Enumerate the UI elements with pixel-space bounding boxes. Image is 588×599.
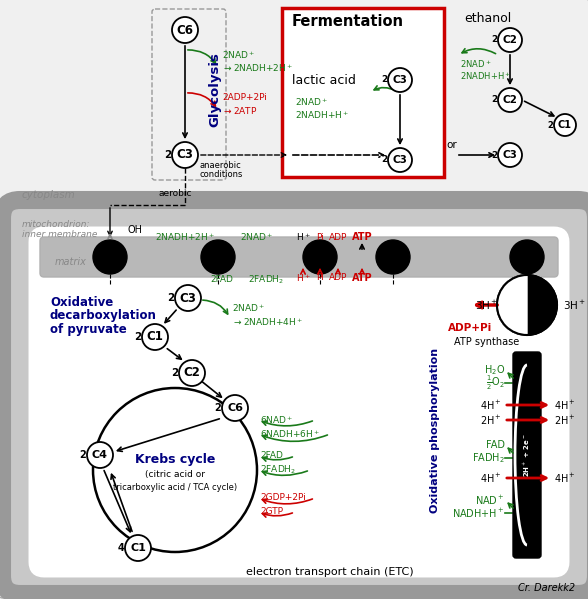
Text: 2ADP+2Pi: 2ADP+2Pi bbox=[222, 93, 267, 102]
FancyBboxPatch shape bbox=[513, 352, 541, 558]
Text: lactic acid: lactic acid bbox=[292, 74, 356, 86]
Text: $\rightarrow$2ATP: $\rightarrow$2ATP bbox=[222, 105, 258, 116]
Circle shape bbox=[93, 240, 127, 274]
Text: ADP: ADP bbox=[329, 274, 347, 283]
Text: 2: 2 bbox=[491, 95, 497, 104]
Text: 2H$^+$: 2H$^+$ bbox=[480, 413, 502, 426]
Text: 2H$^+$ + 2e$^-$: 2H$^+$ + 2e$^-$ bbox=[522, 433, 532, 477]
Text: C6: C6 bbox=[176, 23, 193, 37]
Text: mitochondrion:
inner membrane: mitochondrion: inner membrane bbox=[22, 220, 98, 240]
Text: 2FADH$_2$: 2FADH$_2$ bbox=[248, 274, 284, 286]
Text: 4H$^+$: 4H$^+$ bbox=[480, 398, 502, 412]
Circle shape bbox=[497, 275, 557, 335]
Circle shape bbox=[142, 324, 168, 350]
Circle shape bbox=[498, 88, 522, 112]
Text: 2: 2 bbox=[381, 156, 387, 165]
Text: 2: 2 bbox=[491, 150, 497, 159]
Text: ATP: ATP bbox=[352, 232, 372, 242]
FancyBboxPatch shape bbox=[32, 230, 566, 574]
Text: C3: C3 bbox=[393, 75, 407, 85]
Circle shape bbox=[172, 142, 198, 168]
Text: 2: 2 bbox=[547, 120, 553, 129]
Text: 4H$^+$: 4H$^+$ bbox=[480, 471, 502, 485]
Text: Pi: Pi bbox=[316, 274, 324, 283]
Text: Oxidative phosphorylation: Oxidative phosphorylation bbox=[430, 347, 440, 513]
Text: C3: C3 bbox=[503, 150, 517, 160]
Text: C3: C3 bbox=[393, 155, 407, 165]
Text: C2: C2 bbox=[503, 35, 517, 45]
Text: 4H$^+$: 4H$^+$ bbox=[554, 471, 576, 485]
Text: NADH+H$^+$: NADH+H$^+$ bbox=[452, 506, 505, 519]
Text: anaerobic: anaerobic bbox=[200, 161, 242, 170]
Text: 4H$^+$: 4H$^+$ bbox=[554, 398, 576, 412]
Text: 2NAD$^+$: 2NAD$^+$ bbox=[232, 302, 265, 314]
Text: conditions: conditions bbox=[200, 170, 243, 179]
Circle shape bbox=[510, 240, 544, 274]
Text: or: or bbox=[447, 140, 457, 150]
Text: ADP+Pi: ADP+Pi bbox=[448, 323, 492, 333]
Text: of pyruvate: of pyruvate bbox=[50, 323, 127, 337]
Text: H$^+$: H$^+$ bbox=[296, 272, 310, 284]
Text: H$^+$: H$^+$ bbox=[296, 231, 310, 243]
Text: FADH$_2$: FADH$_2$ bbox=[472, 451, 505, 465]
Text: ATP synthase: ATP synthase bbox=[454, 337, 519, 347]
Text: 2FADH$_2$: 2FADH$_2$ bbox=[260, 464, 296, 476]
Text: C1: C1 bbox=[558, 120, 572, 130]
Text: C2: C2 bbox=[183, 367, 201, 380]
Text: 2FAD: 2FAD bbox=[210, 276, 233, 285]
Text: 2NADH+H$^+$: 2NADH+H$^+$ bbox=[295, 109, 349, 121]
Text: C4: C4 bbox=[92, 450, 108, 460]
Text: FAD: FAD bbox=[486, 440, 505, 450]
Text: 2: 2 bbox=[491, 35, 497, 44]
Circle shape bbox=[498, 28, 522, 52]
Text: Krebs cycle: Krebs cycle bbox=[135, 453, 215, 467]
Text: Oxidative: Oxidative bbox=[50, 295, 113, 308]
Text: C6: C6 bbox=[227, 403, 243, 413]
Circle shape bbox=[498, 143, 522, 167]
Text: $\rightarrow$2NADH+4H$^+$: $\rightarrow$2NADH+4H$^+$ bbox=[232, 316, 303, 328]
Circle shape bbox=[388, 68, 412, 92]
Text: (citric acid or: (citric acid or bbox=[145, 470, 205, 480]
Text: 2: 2 bbox=[171, 368, 178, 378]
Text: OH: OH bbox=[128, 225, 142, 235]
Text: 6NADH+6H$^+$: 6NADH+6H$^+$ bbox=[260, 428, 320, 440]
Text: $\rightarrow$2NADH+2H$^+$: $\rightarrow$2NADH+2H$^+$ bbox=[222, 62, 293, 74]
Text: cytoplasm: cytoplasm bbox=[22, 190, 76, 200]
Circle shape bbox=[303, 240, 337, 274]
FancyBboxPatch shape bbox=[40, 237, 558, 277]
Circle shape bbox=[179, 360, 205, 386]
Text: 3H$^+$: 3H$^+$ bbox=[563, 298, 586, 311]
Text: 2H$^+$: 2H$^+$ bbox=[554, 413, 576, 426]
Text: Fermentation: Fermentation bbox=[292, 14, 404, 29]
Circle shape bbox=[87, 442, 113, 468]
Text: 2: 2 bbox=[381, 75, 387, 84]
Text: 2NAD$^+$: 2NAD$^+$ bbox=[460, 58, 492, 69]
Text: Cr. Darekk2: Cr. Darekk2 bbox=[518, 583, 575, 593]
Text: Pi: Pi bbox=[316, 232, 324, 241]
Text: 2: 2 bbox=[214, 403, 221, 413]
Text: 2FAD: 2FAD bbox=[260, 452, 283, 461]
Text: electron transport chain (ETC): electron transport chain (ETC) bbox=[246, 567, 414, 577]
Text: ATP: ATP bbox=[352, 273, 372, 283]
Text: C3: C3 bbox=[176, 149, 193, 162]
Text: 6NAD$^+$: 6NAD$^+$ bbox=[260, 414, 293, 426]
Text: C2: C2 bbox=[503, 95, 517, 105]
Text: 3H$^+$: 3H$^+$ bbox=[475, 298, 498, 311]
Text: 2: 2 bbox=[167, 293, 174, 303]
Text: 4: 4 bbox=[117, 543, 124, 553]
Circle shape bbox=[172, 17, 198, 43]
Text: NAD$^+$: NAD$^+$ bbox=[475, 494, 505, 507]
Text: $\frac{1}{2}$O$_2$: $\frac{1}{2}$O$_2$ bbox=[486, 374, 505, 392]
Text: matrix: matrix bbox=[55, 257, 87, 267]
Circle shape bbox=[125, 535, 151, 561]
Text: H$_2$O: H$_2$O bbox=[484, 363, 505, 377]
Text: 2NADH+H$^+$: 2NADH+H$^+$ bbox=[460, 70, 511, 81]
Circle shape bbox=[376, 240, 410, 274]
Text: Glycolysis: Glycolysis bbox=[209, 53, 222, 128]
Text: 2: 2 bbox=[79, 450, 86, 460]
Text: decarboxylation: decarboxylation bbox=[50, 310, 157, 322]
Circle shape bbox=[222, 395, 248, 421]
Circle shape bbox=[201, 240, 235, 274]
Text: C1: C1 bbox=[146, 331, 163, 343]
